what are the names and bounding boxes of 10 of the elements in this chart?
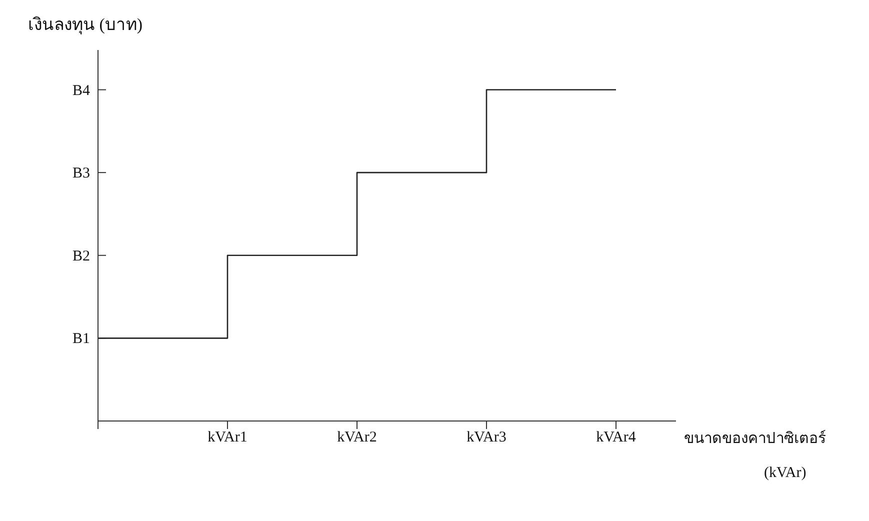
- text: B1: [72, 331, 90, 348]
- text: B4: [72, 82, 90, 99]
- text: ขนาดของคาปาซิเตอร์ (kVAr): [684, 431, 826, 481]
- y-axis-title: เงินลงทุน (บาท): [28, 15, 143, 35]
- x-tick-label: kVAr4: [596, 430, 636, 446]
- text: B3: [72, 166, 90, 182]
- x-tick-label: kVAr2: [337, 430, 377, 446]
- x-tick-label: kVAr1: [208, 430, 248, 446]
- text: B2: [72, 248, 90, 264]
- x-tick-label: kVAr3: [466, 430, 506, 446]
